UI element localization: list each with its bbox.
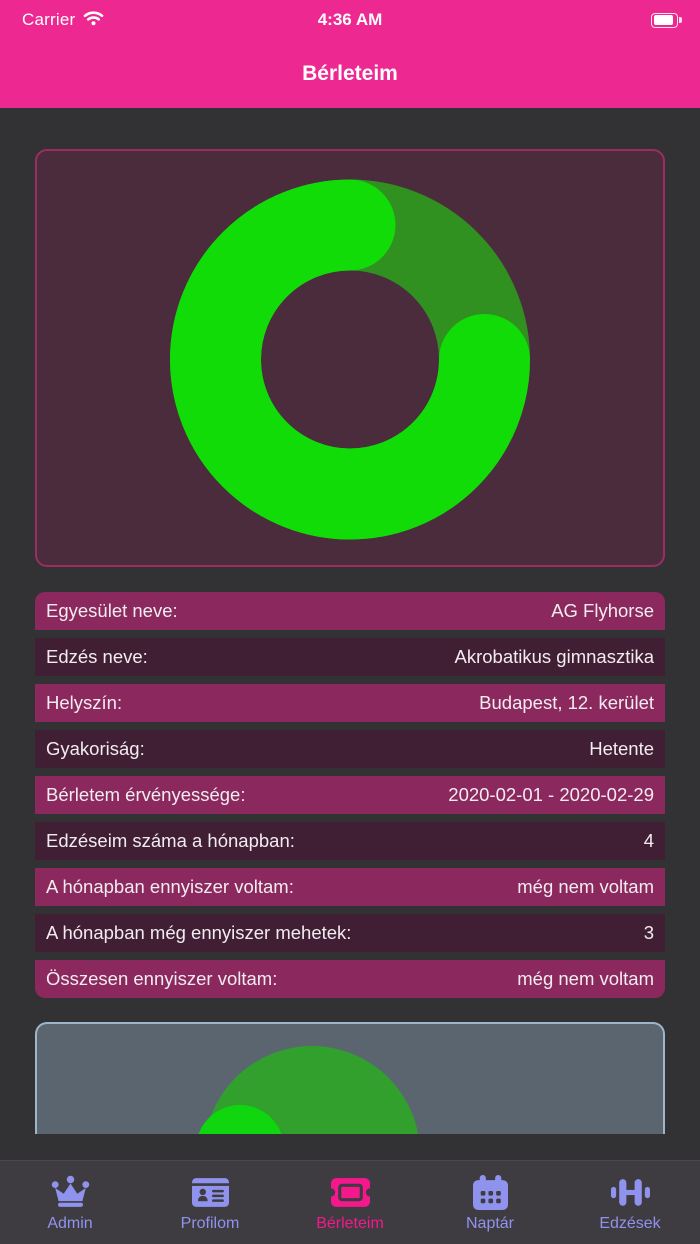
ticket-icon xyxy=(330,1172,370,1212)
pass-details-table: Egyesület neve: AG Flyhorse Edzés neve: … xyxy=(35,592,665,998)
dumbbell-icon xyxy=(610,1172,650,1212)
wifi-icon xyxy=(83,10,104,31)
row-label: A hónapban még ennyiszer mehetek: xyxy=(46,922,352,943)
tab-label: Naptár xyxy=(465,1215,515,1232)
pass-card-chart xyxy=(35,149,665,567)
row-value: 2020-02-01 - 2020-02-29 xyxy=(448,784,654,805)
tab-label: Profilom xyxy=(180,1215,240,1232)
row-label: Gyakoriság: xyxy=(46,738,145,759)
header: Carrier 4:36 AM Bérleteim xyxy=(0,0,700,108)
row-label: Helyszín: xyxy=(46,692,123,713)
crown-icon xyxy=(50,1172,91,1212)
row-label: Edzés neve: xyxy=(46,646,148,667)
row-value: AG Flyhorse xyxy=(551,600,654,621)
calendar-icon xyxy=(472,1172,508,1212)
donut-bright-segment xyxy=(170,179,530,540)
battery-icon xyxy=(651,12,682,28)
clock: 4:36 AM xyxy=(317,10,383,29)
table-row: Helyszín: Budapest, 12. kerület xyxy=(35,684,665,722)
tab-label: Edzések xyxy=(599,1215,661,1232)
tab-bar: Admin Profilom xyxy=(0,1160,700,1244)
attendance-donut-chart xyxy=(167,177,533,548)
page-title: Bérleteim xyxy=(302,62,398,85)
carrier-label: Carrier xyxy=(22,10,76,29)
tab-admin[interactable]: Admin xyxy=(0,1161,140,1244)
row-label: Egyesület neve: xyxy=(46,600,178,621)
status-bar: Carrier 4:36 AM xyxy=(0,0,700,40)
tab-edzesek[interactable]: Edzések xyxy=(560,1161,700,1244)
tab-label: Bérleteim xyxy=(316,1215,384,1232)
table-row: Gyakoriság: Hetente xyxy=(35,730,665,768)
row-value: még nem voltam xyxy=(517,876,654,897)
table-row: A hónapban ennyiszer voltam: még nem vol… xyxy=(35,868,665,906)
row-value: Akrobatikus gimnasztika xyxy=(454,646,654,667)
row-value: 3 xyxy=(643,922,654,943)
row-label: Összesen ennyiszer voltam: xyxy=(46,968,278,989)
next-pass-card-chart xyxy=(35,1022,665,1134)
tab-label: Admin xyxy=(47,1215,93,1232)
row-label: Bérletem érvényessége: xyxy=(46,784,246,805)
table-row: Edzéseim száma a hónapban: 4 xyxy=(35,822,665,860)
table-row: A hónapban még ennyiszer mehetek: 3 xyxy=(35,914,665,952)
row-label: A hónapban ennyiszer voltam: xyxy=(46,876,294,897)
row-value: Budapest, 12. kerület xyxy=(479,692,654,713)
table-row: Összesen ennyiszer voltam: még nem volta… xyxy=(35,960,665,998)
row-label: Edzéseim száma a hónapban: xyxy=(46,830,295,851)
table-row: Bérletem érvényessége: 2020-02-01 - 2020… xyxy=(35,776,665,814)
row-value: még nem voltam xyxy=(517,968,654,989)
table-row: Egyesület neve: AG Flyhorse xyxy=(35,592,665,630)
table-row: Edzés neve: Akrobatikus gimnasztika xyxy=(35,638,665,676)
row-value: 4 xyxy=(643,830,654,851)
row-value: Hetente xyxy=(589,738,654,759)
tab-berleteim[interactable]: Bérleteim xyxy=(280,1161,420,1244)
tab-profilom[interactable]: Profilom xyxy=(140,1161,280,1244)
tab-naptar[interactable]: Naptár xyxy=(420,1161,560,1244)
id-card-icon xyxy=(191,1172,229,1212)
